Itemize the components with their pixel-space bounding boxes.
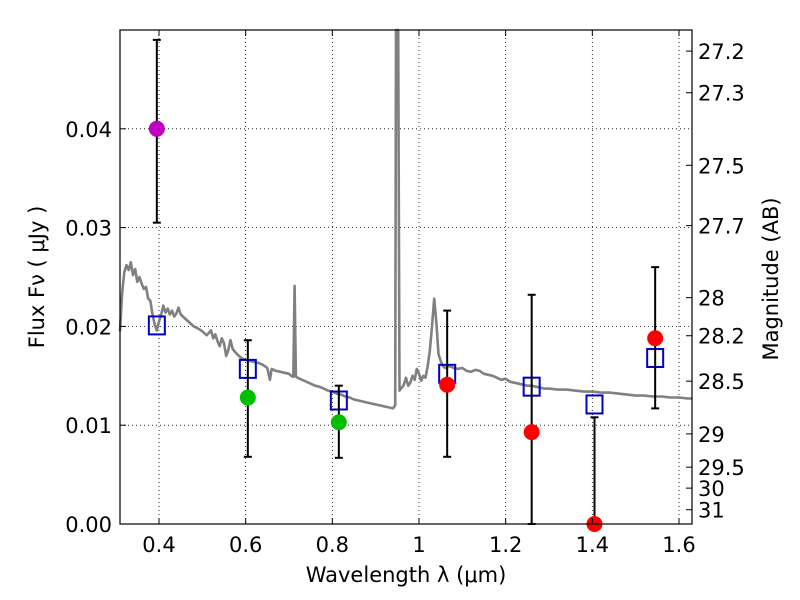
- magnitude-tick-label: 27.5: [698, 154, 745, 178]
- plot-frame: [119, 29, 693, 525]
- magnitude-tick-label: 28.5: [698, 370, 745, 394]
- x-tick-label: 1.2: [489, 533, 522, 557]
- y-tick-label: 0.04: [65, 118, 112, 142]
- model-sed-line: [118, 28, 692, 410]
- observed-point-layer: [148, 120, 664, 532]
- magnitude-tick-label: 29.5: [698, 456, 745, 480]
- observed-point: [330, 414, 347, 431]
- y-tick-label: 0.00: [65, 513, 112, 537]
- y-tick-label: 0.03: [65, 217, 112, 241]
- model-band-layer: [147, 315, 665, 415]
- model-band-marker: [147, 315, 166, 336]
- y-tick-label: 0.02: [65, 315, 112, 339]
- x-axis: 0.4 0.6 0.8 1 1.2 1.4 1.6: [142, 30, 696, 557]
- x-tick-label: 0.4: [142, 533, 175, 557]
- magnitude-tick-label: 28: [698, 287, 725, 311]
- observed-point: [439, 376, 456, 393]
- observed-point: [523, 424, 540, 441]
- observed-point: [647, 330, 664, 347]
- y-axis: 0.00 0.01 0.02 0.03 0.04: [65, 118, 126, 537]
- magnitude-tick-label: 27.7: [698, 215, 745, 239]
- model-sed-layer: [118, 28, 692, 410]
- observed-point: [148, 120, 165, 137]
- magnitude-tick-label: 27.3: [698, 82, 745, 106]
- x-axis-title: Wavelength λ (μm): [306, 563, 507, 587]
- observed-point: [239, 389, 256, 406]
- x-tick-label: 1.4: [576, 533, 609, 557]
- x-tick-label: 1: [412, 533, 425, 557]
- magnitude-tick-label: 27.2: [698, 40, 745, 64]
- y-tick-label: 0.01: [65, 414, 112, 438]
- x-tick-label: 1.6: [662, 533, 695, 557]
- y-axis-title: Flux Fν ( μJy ): [25, 206, 49, 349]
- magnitude-tick-label: 30: [698, 477, 725, 501]
- y2-axis-title: Magnitude (AB): [759, 197, 783, 360]
- magnitude-tick-label: 31: [698, 499, 725, 523]
- magnitude-tick-label: 28.2: [698, 325, 745, 349]
- x-tick-label: 0.6: [229, 533, 262, 557]
- x-tick-label: 0.8: [316, 533, 349, 557]
- model-band-marker: [585, 394, 604, 415]
- magnitude-tick-label: 29: [698, 423, 725, 447]
